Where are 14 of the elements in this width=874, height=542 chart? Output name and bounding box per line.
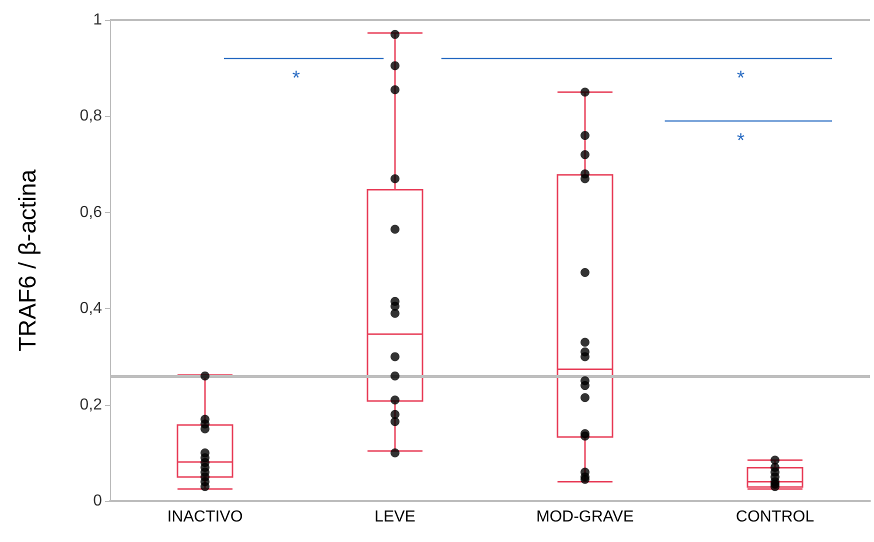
x-tick-label: CONTROL (736, 508, 814, 526)
y-tick-label: 0 (93, 492, 102, 510)
y-tick-label: 0,6 (80, 204, 102, 221)
annotation: * (736, 130, 745, 152)
y-tick-label: 1 (93, 12, 102, 28)
x-tick-label: INACTIVO (167, 508, 243, 526)
y-tick-label: 0,4 (80, 300, 102, 318)
x-tick-label: MOD-GRAVE (536, 508, 634, 526)
y-tick-label: 0,8 (80, 108, 102, 125)
x-tick-label: LEVE (374, 508, 416, 526)
y-tick-label: 0,2 (80, 396, 102, 414)
annotation: * (736, 67, 745, 90)
annotation: * (292, 67, 300, 90)
y-axis-title: TRAF6 / β-actina (14, 168, 42, 352)
